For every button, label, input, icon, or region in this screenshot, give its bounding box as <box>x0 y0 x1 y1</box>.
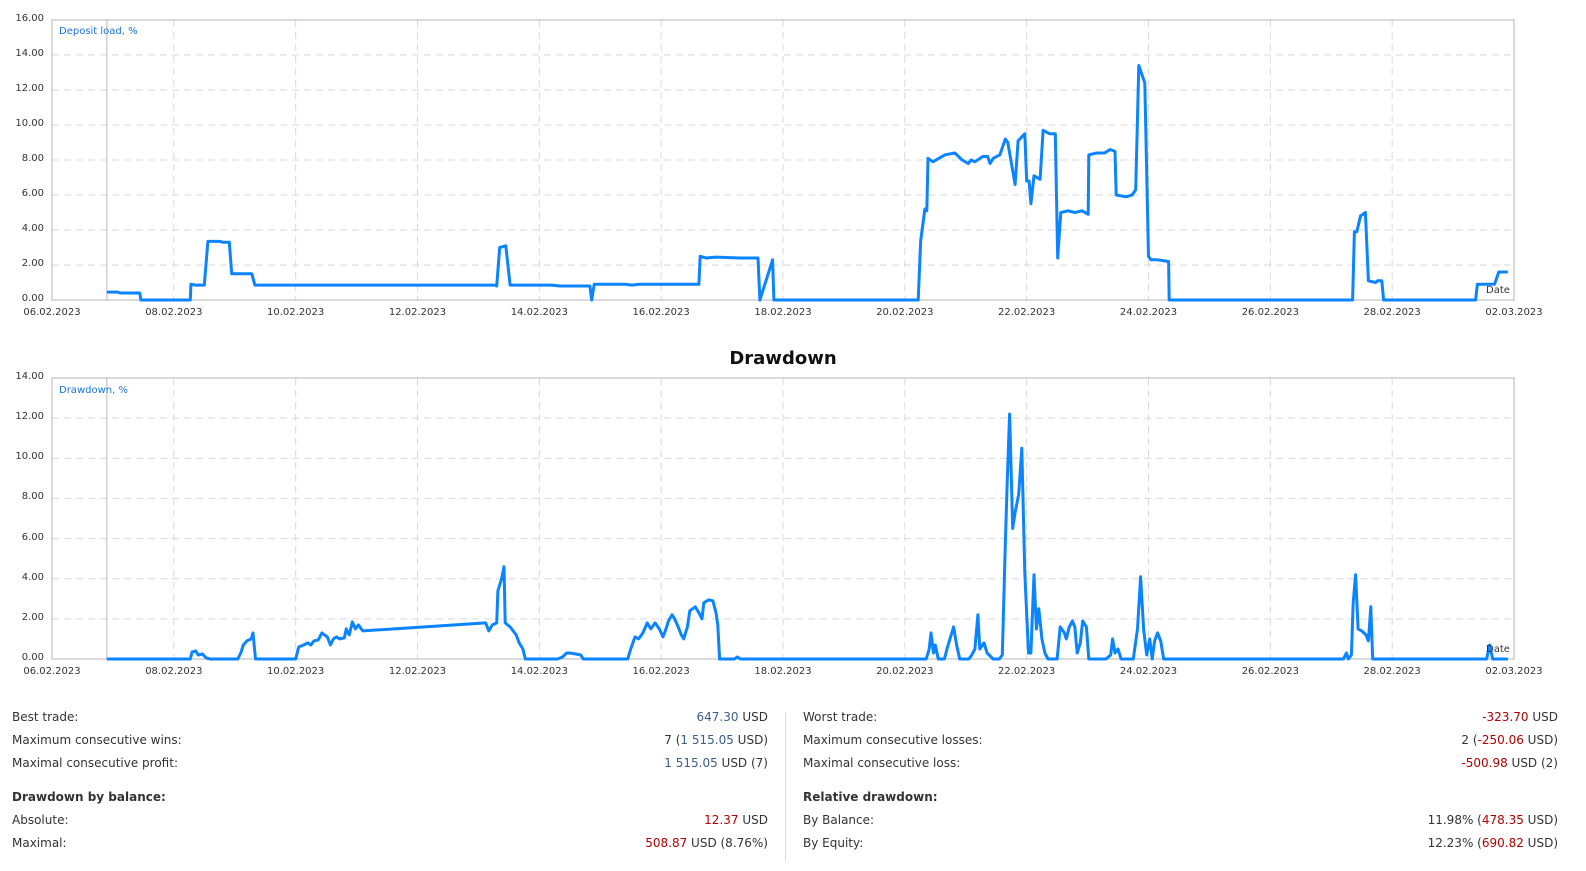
stat-value: 508.87 USD (8.76%) <box>645 836 768 850</box>
stat-label: Maximal consecutive profit: <box>12 756 178 770</box>
x-tick-label: 06.02.2023 <box>23 307 81 318</box>
stat-row: By Equity: 12.23% (690.82 USD) <box>803 832 1558 855</box>
y-tick-label: 8.00 <box>21 153 44 164</box>
x-tick-label: 14.02.2023 <box>510 307 568 318</box>
stats-right-column: Worst trade: -323.70 USD Maximum consecuti… <box>803 706 1558 855</box>
y-tick-label: 6.00 <box>21 531 44 543</box>
deposit-load-chart: Deposit load, % Date 16.00 14.00 12.00 10.0… <box>0 0 1586 330</box>
x-tick-label: 24.02.2023 <box>1119 307 1178 318</box>
stat-row: Maximal consecutive loss: -500.98 USD (2) <box>803 752 1558 775</box>
stat-row: Relative drawdown: <box>803 786 1558 809</box>
x-tick-label: 16.02.2023 <box>632 307 690 318</box>
x-tick-label: 20.02.2023 <box>876 666 934 677</box>
stat-row: Worst trade: -323.70 USD <box>803 706 1558 729</box>
series-label: Deposit load, % <box>59 26 138 37</box>
stat-value: -323.70 USD <box>1482 710 1558 724</box>
stat-label: Best trade: <box>12 710 79 724</box>
y-tick-label: 2.00 <box>21 611 44 623</box>
stat-label: Relative drawdown: <box>803 790 938 804</box>
stat-label: By Equity: <box>803 836 864 850</box>
drawdown-title: Drawdown <box>729 348 837 369</box>
stats-left-column: Best trade: 647.30 USD Maximum consecutive… <box>12 706 768 855</box>
x-tick-label: 24.02.2023 <box>1119 666 1178 677</box>
y-tick-label: 14.00 <box>15 371 44 382</box>
x-tick-label: 10.02.2023 <box>267 666 325 677</box>
x-tick-label: 18.02.2023 <box>754 666 812 677</box>
y-tick-label: 16.00 <box>15 13 44 24</box>
stat-value: 647.30 USD <box>696 710 768 724</box>
x-tick-label: 28.02.2023 <box>1363 666 1421 677</box>
stat-label: Maximal consecutive loss: <box>803 756 961 770</box>
y-tick-label: 6.00 <box>21 188 44 199</box>
y-tick-label: 0.00 <box>21 293 44 304</box>
x-axis-label: Date <box>1486 285 1510 296</box>
stat-row: By Balance: 11.98% (478.35 USD) <box>803 809 1558 832</box>
x-tick-label: 22.02.2023 <box>998 666 1056 677</box>
stat-value: -500.98 USD (2) <box>1461 756 1558 770</box>
x-tick-label: 18.02.2023 <box>754 307 812 318</box>
x-tick-label: 26.02.2023 <box>1241 307 1299 318</box>
y-tick-label: 2.00 <box>21 258 44 269</box>
y-tick-label: 8.00 <box>21 491 44 503</box>
stat-label: Maximal: <box>12 836 67 850</box>
x-tick-label: 12.02.2023 <box>388 666 447 677</box>
series-label: Drawdown, % <box>59 385 128 396</box>
series-line <box>106 412 1508 661</box>
x-tick-label: 06.02.2023 <box>23 666 81 677</box>
y-tick-label: 0.00 <box>21 652 44 663</box>
stat-value: 11.98% (478.35 USD) <box>1427 813 1558 827</box>
stat-value: 2 (-250.06 USD) <box>1461 733 1558 747</box>
x-tick-label: 08.02.2023 <box>145 307 203 318</box>
stat-row: Absolute: 12.37 USD <box>12 809 768 832</box>
stat-row: Drawdown by balance: <box>12 786 768 809</box>
x-tick-label: 22.02.2023 <box>998 307 1056 318</box>
stat-value: 7 (1 515.05 USD) <box>664 733 768 747</box>
stat-row: Maximum consecutive losses: 2 (-250.06 US… <box>803 729 1558 752</box>
stat-label: Worst trade: <box>803 710 878 724</box>
stat-label: Drawdown by balance: <box>12 790 166 804</box>
stat-row: Maximum consecutive wins: 7 (1 515.05 USD… <box>12 729 768 752</box>
x-tick-label: 10.02.2023 <box>267 307 325 318</box>
y-tick-label: 4.00 <box>21 571 44 583</box>
column-divider <box>785 712 786 862</box>
x-tick-label: 12.02.2023 <box>388 307 447 318</box>
x-tick-label: 02.03.2023 <box>1485 666 1543 677</box>
y-tick-label: 10.00 <box>15 451 44 463</box>
stat-row: Best trade: 647.30 USD <box>12 706 768 729</box>
stat-label: By Balance: <box>803 813 875 827</box>
series-line <box>106 64 1508 302</box>
x-tick-label: 28.02.2023 <box>1363 307 1421 318</box>
y-tick-label: 10.00 <box>15 118 44 129</box>
stat-value: 1 515.05 USD (7) <box>664 756 768 770</box>
drawdown-chart: Drawdown, % Date 14.00 12.00 10.00 8.00 6.00… <box>15 371 1543 677</box>
x-tick-label: 16.02.2023 <box>632 666 690 677</box>
drawdown-plot <box>51 377 1515 661</box>
y-tick-label: 12.00 <box>15 83 44 94</box>
y-tick-label: 4.00 <box>21 223 44 234</box>
stat-value: 12.23% (690.82 USD) <box>1427 836 1558 850</box>
stat-row: Maximal: 508.87 USD (8.76%) <box>12 832 768 855</box>
x-tick-label: 02.03.2023 <box>1485 307 1543 318</box>
stat-label: Absolute: <box>12 813 69 827</box>
x-tick-label: 20.02.2023 <box>876 307 934 318</box>
stat-label: Maximum consecutive losses: <box>803 733 983 747</box>
stat-label: Maximum consecutive wins: <box>12 733 182 747</box>
stat-row: Maximal consecutive profit: 1 515.05 USD … <box>12 752 768 775</box>
x-axis-label: Date <box>1486 644 1510 655</box>
y-tick-label: 12.00 <box>15 411 44 423</box>
deposit-load-plot <box>51 19 1515 302</box>
y-tick-label: 14.00 <box>15 48 44 59</box>
x-tick-label: 26.02.2023 <box>1241 666 1299 677</box>
x-tick-label: 14.02.2023 <box>510 666 568 677</box>
stat-value: 12.37 USD <box>704 813 768 827</box>
x-tick-label: 08.02.2023 <box>145 666 203 677</box>
